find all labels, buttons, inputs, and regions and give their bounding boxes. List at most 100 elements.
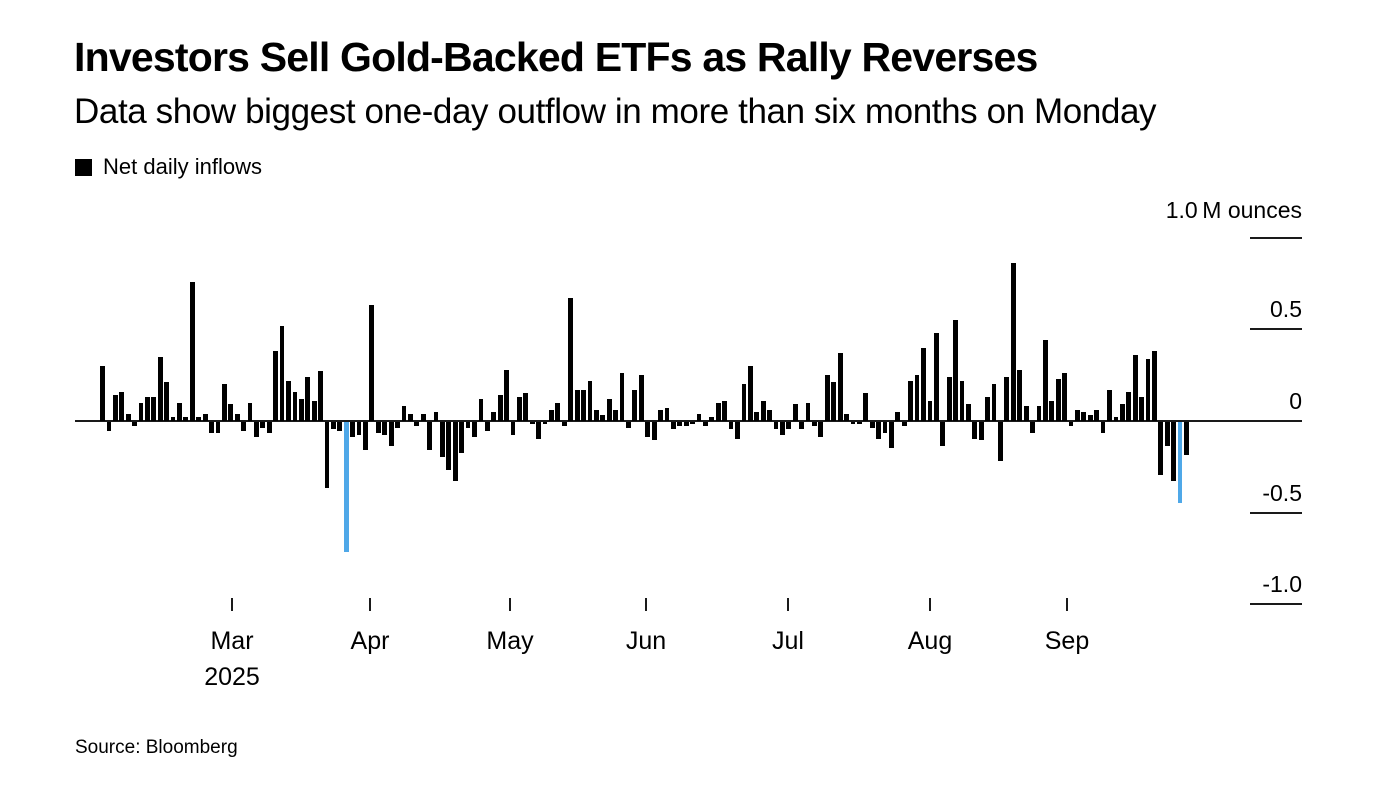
bar xyxy=(350,422,356,437)
bar xyxy=(921,347,926,421)
bar xyxy=(869,422,875,428)
x-tick-label: Apr xyxy=(350,627,390,655)
bar xyxy=(375,422,381,433)
bar xyxy=(1139,397,1144,421)
bar xyxy=(818,422,824,437)
bar xyxy=(164,382,170,421)
bar xyxy=(363,422,368,450)
bar xyxy=(1004,376,1010,421)
bar xyxy=(305,376,311,421)
bar xyxy=(593,409,599,421)
bar xyxy=(196,417,202,421)
bar xyxy=(529,422,535,424)
bar xyxy=(331,422,336,430)
bar xyxy=(125,413,131,421)
bar xyxy=(991,384,997,421)
bar xyxy=(106,422,112,432)
bar xyxy=(670,422,676,430)
bar xyxy=(427,422,432,450)
bar xyxy=(407,413,413,421)
x-tick-mark xyxy=(645,598,647,611)
bar xyxy=(401,406,407,421)
bar xyxy=(369,305,375,421)
bar xyxy=(792,404,798,421)
bar xyxy=(1171,422,1177,481)
bar xyxy=(972,422,978,439)
bar xyxy=(1062,373,1067,421)
bar xyxy=(754,411,760,421)
y-tick-mark xyxy=(1250,236,1302,239)
bar xyxy=(266,422,272,433)
x-tick-mark xyxy=(1066,598,1068,611)
bar xyxy=(786,422,792,430)
bar xyxy=(638,375,644,421)
bar xyxy=(382,422,388,435)
y-tick-label: -0.5 xyxy=(1262,479,1302,506)
x-tick-label: Sep xyxy=(1044,627,1090,655)
bar xyxy=(882,422,888,433)
x-tick-label: Mar xyxy=(210,627,254,655)
bar xyxy=(1030,422,1035,433)
bar xyxy=(132,422,137,426)
bar xyxy=(568,298,574,421)
bar xyxy=(606,398,612,421)
bar xyxy=(452,422,458,481)
bar xyxy=(298,398,304,421)
bar xyxy=(549,409,554,421)
bar xyxy=(651,422,657,441)
bar xyxy=(318,371,323,421)
bar xyxy=(247,402,253,421)
bar xyxy=(850,422,856,424)
bar xyxy=(773,422,779,430)
bar xyxy=(908,380,914,421)
bar xyxy=(241,422,246,432)
bar xyxy=(1113,417,1119,421)
bar xyxy=(292,391,298,421)
bar xyxy=(215,422,221,433)
chart-subtitle: Data show biggest one-day outflow in mor… xyxy=(74,92,1157,131)
y-tick-mark xyxy=(1250,603,1302,606)
bar xyxy=(228,404,234,421)
bar xyxy=(144,397,150,421)
bar xyxy=(1119,404,1125,421)
bar xyxy=(433,411,439,421)
bar xyxy=(388,422,394,446)
bar xyxy=(491,411,497,421)
bar xyxy=(767,409,772,421)
bar xyxy=(978,422,984,441)
bar xyxy=(1075,409,1080,421)
bar xyxy=(696,413,702,421)
bar xyxy=(703,422,708,426)
highlighted-bar xyxy=(343,422,349,553)
bar xyxy=(273,351,279,421)
bar xyxy=(561,422,567,426)
y-tick-label: -1.0 xyxy=(1262,571,1302,598)
bar xyxy=(933,332,939,421)
bar xyxy=(658,409,663,421)
bar xyxy=(414,422,420,426)
bar xyxy=(799,422,805,430)
bar xyxy=(741,384,747,421)
bar xyxy=(626,422,631,428)
bar xyxy=(324,422,330,489)
bar xyxy=(119,391,125,421)
bar xyxy=(234,413,240,421)
bar xyxy=(940,422,946,446)
x-tick-mark xyxy=(231,598,233,611)
chart-title: Investors Sell Gold-Backed ETFs as Rally… xyxy=(74,34,1038,80)
bar xyxy=(914,375,920,421)
bar xyxy=(664,408,670,421)
bar xyxy=(1151,351,1157,421)
bar xyxy=(953,320,958,421)
y-axis-unit-label: 1.0 M ounces xyxy=(1165,197,1302,223)
bar xyxy=(876,422,881,439)
bar xyxy=(1126,391,1132,421)
bar xyxy=(311,400,317,421)
bar xyxy=(446,422,452,470)
bar xyxy=(478,398,484,421)
bar xyxy=(1081,411,1087,421)
bar xyxy=(927,400,933,421)
bar xyxy=(1036,406,1042,421)
bar xyxy=(1100,422,1106,433)
